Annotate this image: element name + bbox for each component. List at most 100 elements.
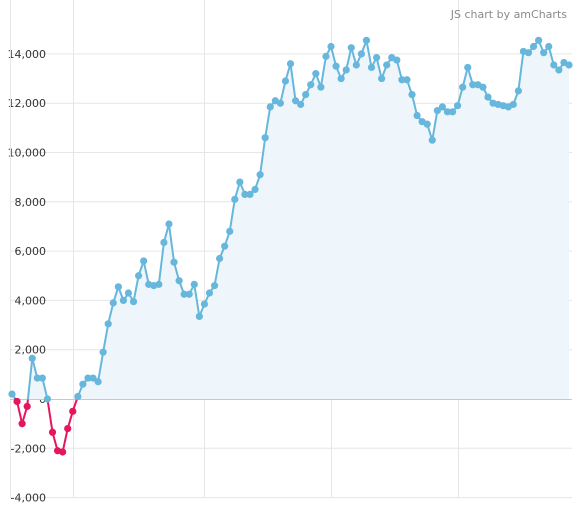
data-point <box>200 300 209 308</box>
data-point <box>464 63 472 72</box>
data-point <box>433 106 441 115</box>
data-point <box>226 227 234 235</box>
data-point <box>104 320 112 328</box>
data-point <box>393 56 401 64</box>
data-point <box>185 290 193 298</box>
y-tick-label: 2,000 <box>15 344 47 357</box>
series-segment <box>46 398 54 434</box>
series-segment <box>431 109 439 142</box>
data-point <box>545 42 553 51</box>
series-segment <box>61 427 69 453</box>
data-point <box>18 420 26 428</box>
data-point <box>383 61 391 69</box>
series-segment <box>213 257 221 287</box>
data-point <box>479 83 487 91</box>
data-point <box>109 299 117 307</box>
data-point <box>302 90 310 99</box>
data-point <box>205 289 214 297</box>
data-point <box>332 62 340 70</box>
chart-credit[interactable]: JS chart by amCharts <box>450 8 567 21</box>
data-point <box>352 61 360 69</box>
data-point <box>180 290 188 298</box>
data-point <box>535 36 543 44</box>
data-point <box>357 50 365 58</box>
data-point <box>403 76 411 84</box>
data-point <box>291 97 300 105</box>
y-tick-label: 10,000 <box>8 147 47 160</box>
y-tick-label: -4,000 <box>11 492 46 505</box>
series-segment <box>259 136 267 176</box>
data-point <box>550 61 558 69</box>
y-tick-label: 14,000 <box>8 48 47 61</box>
series-segment <box>142 259 150 286</box>
data-point <box>317 83 325 91</box>
data-point <box>124 289 133 297</box>
data-point <box>33 374 41 382</box>
data-point <box>286 60 295 68</box>
data-point <box>134 272 143 280</box>
data-point <box>64 424 72 433</box>
data-point <box>312 70 320 78</box>
series-segment <box>167 222 176 264</box>
data-point <box>443 108 452 116</box>
series-segment <box>97 351 105 383</box>
data-point <box>337 74 345 83</box>
series-segment <box>319 55 327 89</box>
data-point <box>327 42 335 51</box>
data-point <box>261 134 269 142</box>
data-point <box>231 195 239 203</box>
data-point <box>140 257 148 265</box>
data-point <box>241 190 249 199</box>
data-point <box>276 99 284 107</box>
data-point <box>362 36 371 44</box>
data-point <box>89 374 97 382</box>
series-segment <box>193 283 201 318</box>
data-point <box>428 136 436 144</box>
data-point <box>469 81 477 89</box>
data-point <box>170 258 178 266</box>
series-segment <box>345 46 353 71</box>
data-point <box>509 100 517 109</box>
data-point <box>565 61 573 69</box>
series-segment <box>264 105 272 139</box>
data-point <box>221 242 229 250</box>
data-point <box>175 277 183 285</box>
data-point <box>210 282 219 290</box>
data-point <box>281 77 290 85</box>
data-point <box>129 298 138 306</box>
y-tick-label: -2,000 <box>11 442 46 455</box>
data-point <box>99 348 107 356</box>
data-point <box>398 76 406 84</box>
series-segment <box>517 50 525 92</box>
data-point <box>266 103 274 111</box>
data-point <box>484 93 492 101</box>
data-point <box>190 280 198 288</box>
data-point <box>43 395 52 403</box>
series-segment <box>157 241 165 286</box>
data-point <box>246 190 254 199</box>
data-point <box>459 83 467 91</box>
data-point <box>59 448 67 456</box>
series-segment <box>279 80 287 105</box>
data-point <box>297 100 305 109</box>
data-point <box>13 397 21 406</box>
data-point <box>119 296 127 304</box>
data-point <box>94 378 102 386</box>
data-point <box>48 428 57 436</box>
data-point <box>160 238 168 247</box>
data-point <box>378 74 386 83</box>
data-point <box>423 120 431 128</box>
data-point <box>514 87 522 95</box>
data-point <box>69 407 77 415</box>
series-segment <box>228 198 236 233</box>
series-segment <box>365 39 373 69</box>
data-point <box>529 42 538 51</box>
data-point <box>555 66 563 74</box>
area-fill <box>12 40 569 399</box>
data-point <box>454 102 462 110</box>
data-point <box>79 380 87 388</box>
series-segment <box>132 274 140 303</box>
data-point <box>28 354 36 362</box>
data-point <box>84 374 92 382</box>
